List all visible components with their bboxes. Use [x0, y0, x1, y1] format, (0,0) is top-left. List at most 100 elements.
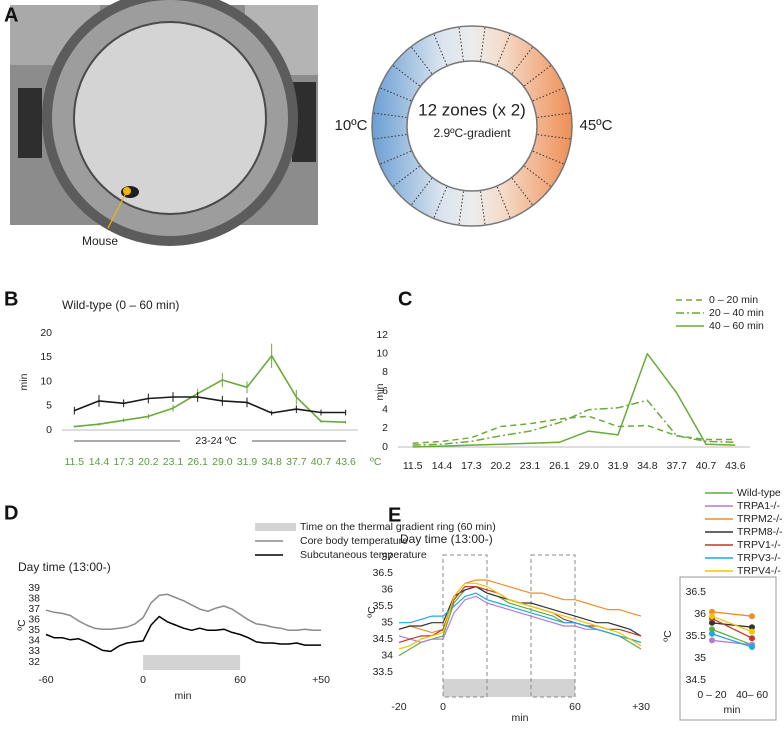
- y-tick-label: 35: [381, 616, 393, 628]
- inset-frame: [679, 576, 777, 721]
- legend-label: Core body temperature: [300, 535, 408, 547]
- x-tick-label: 31.9: [608, 460, 629, 472]
- series-line: [711, 617, 753, 639]
- chart-title: Day time (13:00-): [18, 560, 111, 574]
- x-tick-label: 17.3: [113, 456, 134, 468]
- y-tick-label: 35.5: [686, 630, 707, 642]
- ring-right-label: 45ºC: [580, 117, 613, 134]
- data-point: [749, 628, 755, 635]
- y-tick-label: 33.5: [373, 666, 394, 678]
- x-tick-label: 11.5: [403, 460, 423, 472]
- legend-label: TRPV1-/-: [737, 539, 781, 551]
- x-tick-label: 60: [569, 701, 581, 713]
- data-point: [749, 644, 755, 650]
- x-axis-label: min: [512, 712, 529, 724]
- y-tick-label: 36.5: [373, 567, 394, 579]
- series-line: [45, 593, 321, 632]
- legend-label: Subcutaneous temperature: [300, 549, 427, 561]
- series-line: [74, 396, 346, 414]
- series-line: [45, 615, 321, 653]
- y-tick-label: 34: [28, 635, 40, 647]
- legend-swatch: [255, 523, 296, 531]
- data-point: [749, 613, 755, 620]
- x-tick-label: 26.1: [549, 460, 570, 472]
- panel-label: E: [388, 504, 401, 526]
- data-point: [709, 630, 715, 637]
- annotation: 23-24 ºC: [195, 435, 237, 447]
- x-unit: ºC: [370, 456, 382, 468]
- y-tick-label: 34: [381, 649, 393, 661]
- x-tick-label: 23.1: [163, 456, 184, 468]
- legend-label: TRPM8-/-: [737, 526, 783, 538]
- x-axis-label: min: [724, 704, 741, 716]
- y-axis-label: min: [18, 373, 30, 390]
- y-tick-label: 8: [382, 366, 388, 378]
- y-axis-label: min: [374, 383, 386, 400]
- data-point: [709, 619, 715, 626]
- y-tick-label: 32: [28, 656, 40, 668]
- y-tick-label: 35: [694, 652, 706, 664]
- series-line: [74, 355, 346, 428]
- x-tick-label: 11.5: [64, 456, 84, 468]
- data-point: [749, 624, 755, 631]
- x-tick-label: 43.6: [725, 460, 746, 472]
- x-tick-label: 14.4: [432, 460, 453, 472]
- x-tick-label: 31.9: [237, 456, 258, 468]
- y-tick-label: 33: [28, 645, 40, 657]
- y-axis-label: ºC: [16, 619, 28, 631]
- x-tick-label: -60: [38, 674, 53, 686]
- x-axis-label: min: [175, 690, 192, 702]
- series-line: [711, 622, 753, 628]
- x-tick-label: +30: [632, 701, 650, 713]
- series-line: [711, 628, 753, 646]
- ring-left-label: 10ºC: [335, 117, 368, 134]
- x-tick-label: 34.8: [637, 460, 658, 472]
- legend-label: Wild-type: [737, 487, 781, 499]
- legend-label: TRPV3-/-: [737, 552, 781, 564]
- x-tick-label: +50: [312, 674, 330, 686]
- x-tick-label: 26.1: [187, 456, 208, 468]
- x-tick-label: 40.7: [311, 456, 332, 468]
- y-tick-label: 35: [28, 624, 40, 636]
- span-bar: [443, 679, 575, 697]
- y-tick-label: 2: [382, 422, 388, 434]
- x-tick-label: 43.6: [335, 456, 356, 468]
- x-tick-label: 40– 60: [736, 689, 768, 701]
- series-line: [398, 586, 642, 643]
- y-tick-label: 37: [28, 603, 40, 615]
- photo: [10, 0, 318, 246]
- series-line: [398, 582, 642, 650]
- y-tick-label: 36: [694, 608, 706, 620]
- data-point: [709, 613, 715, 620]
- y-tick-label: 20: [40, 327, 52, 339]
- series-line: [412, 415, 736, 445]
- legend-label: 40 – 60 min: [709, 320, 764, 332]
- x-tick-label: 37.7: [666, 460, 687, 472]
- y-tick-label: 38: [28, 592, 40, 604]
- series-line: [711, 633, 753, 648]
- x-tick-label: 0: [440, 701, 446, 713]
- data-point: [709, 626, 715, 633]
- y-tick-label: 10: [376, 347, 388, 359]
- chart-title: Day time (13:00-): [400, 532, 493, 546]
- x-tick-label: 17.3: [461, 460, 482, 472]
- panel-label: C: [398, 288, 412, 310]
- series-line: [398, 579, 642, 634]
- panel-label: A: [4, 4, 18, 26]
- ring-diagram: [371, 25, 573, 227]
- y-tick-label: 4: [382, 403, 388, 415]
- legend-label: 20 – 40 min: [709, 307, 764, 319]
- x-tick-label: 20.2: [138, 456, 159, 468]
- y-tick-label: 6: [382, 385, 388, 397]
- x-tick-label: 20.2: [490, 460, 511, 472]
- mouse-label: Mouse: [82, 234, 118, 248]
- y-tick-label: 39: [28, 582, 40, 594]
- y-tick-label: 34.5: [686, 674, 707, 686]
- x-tick-label: 23.1: [520, 460, 541, 472]
- panel-label: B: [4, 288, 18, 310]
- series-line: [711, 611, 753, 617]
- y-tick-label: 15: [40, 351, 52, 363]
- y-tick-label: 37: [381, 551, 393, 563]
- x-tick-label: 29.0: [578, 460, 599, 472]
- series-line: [412, 352, 736, 448]
